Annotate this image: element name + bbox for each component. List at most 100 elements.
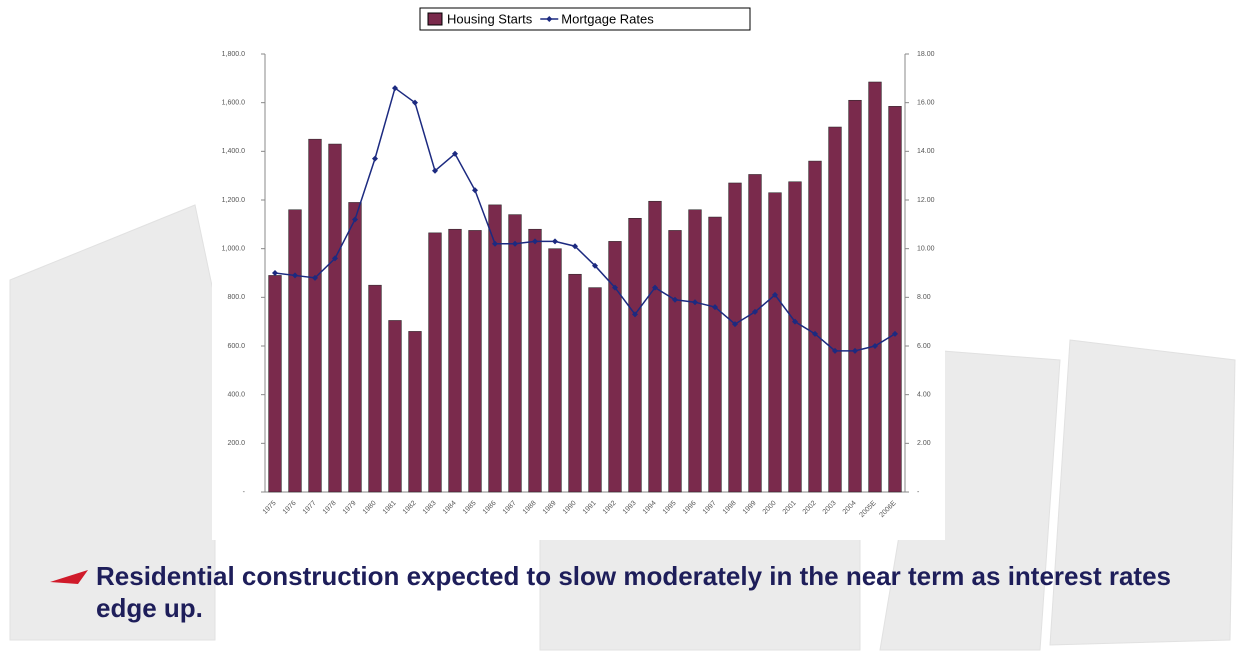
y2-tick-label: 12.00 — [917, 197, 935, 204]
x-tick-label: 2003 — [822, 500, 838, 516]
bar — [328, 143, 342, 493]
bar — [588, 287, 602, 493]
x-tick-label: 1998 — [722, 500, 738, 516]
y-tick-label: 800.0 — [227, 294, 245, 301]
x-tick-label: 1992 — [602, 500, 618, 516]
x-tick-label: 1989 — [542, 500, 558, 516]
bar — [568, 273, 582, 493]
x-tick-label: 1985 — [462, 500, 478, 516]
x-tick-label: 1995 — [662, 500, 678, 516]
y2-tick-label: 4.00 — [917, 392, 931, 399]
bar — [468, 230, 482, 493]
point — [412, 99, 418, 106]
chart: - 200.0 400.0 600.0 800.0 1,000.0 1,200.0 1,400… — [222, 7, 935, 519]
y2-tick-label: 2.00 — [917, 440, 931, 447]
point — [452, 150, 458, 157]
y-tick-label: 400.0 — [227, 392, 245, 399]
x-tick-label: 1994 — [642, 500, 658, 516]
bar — [508, 214, 522, 493]
point — [772, 291, 778, 298]
x-tick-label: 1991 — [582, 500, 598, 516]
point — [572, 243, 578, 250]
y-tick-label: 1,600.0 — [222, 100, 245, 107]
bullet-text: Residential construction expected to slo… — [96, 561, 1171, 623]
point — [712, 304, 718, 311]
point — [872, 343, 878, 349]
x-tick-label: 1990 — [562, 500, 578, 516]
y2-tick-label: 10.00 — [917, 246, 935, 253]
line — [274, 86, 896, 352]
point — [392, 85, 398, 92]
point — [292, 272, 298, 279]
x-tick-label: 1975 — [262, 500, 278, 516]
bar — [308, 138, 322, 493]
bar — [348, 202, 362, 493]
x-tick-label: 1977 — [302, 500, 318, 516]
point — [672, 296, 678, 303]
x-tick-label: 2000 — [762, 500, 778, 516]
x-tick-label: 1996 — [682, 500, 698, 516]
point — [892, 330, 898, 337]
bar — [708, 216, 722, 493]
point — [512, 240, 518, 247]
x-tick-label: 2005E — [858, 500, 877, 519]
bullet-arrow — [50, 570, 88, 584]
point — [592, 262, 598, 269]
point — [332, 255, 338, 262]
point — [812, 330, 818, 337]
y-tick-label: - — [243, 489, 246, 496]
y-tick-label: 1,200.0 — [222, 197, 245, 204]
point — [532, 238, 538, 245]
point — [752, 308, 758, 315]
point — [612, 284, 618, 291]
bar — [388, 320, 402, 493]
bar — [868, 81, 882, 493]
bar — [668, 230, 682, 493]
x-tick-label: 1983 — [422, 500, 438, 516]
bar — [788, 181, 802, 493]
y2-tick-label: 14.00 — [917, 148, 935, 155]
x-tick-label: 1988 — [522, 500, 538, 516]
point — [792, 318, 798, 325]
x-tick-label: 1997 — [702, 500, 718, 516]
point — [852, 347, 858, 354]
legend-box — [419, 7, 751, 31]
y2-tick-label: 18.00 — [917, 51, 935, 58]
x-tick-label: 2006E — [878, 500, 897, 519]
x-tick-label: 2004 — [842, 500, 858, 516]
bar — [268, 275, 282, 493]
point — [312, 274, 318, 281]
bar — [688, 209, 702, 493]
bar — [548, 248, 562, 493]
point — [432, 167, 438, 174]
y2-tick-label: - — [917, 489, 920, 496]
bar — [768, 192, 782, 493]
bar — [848, 99, 862, 493]
bar — [648, 200, 662, 493]
y-tick-label: 1,800.0 — [222, 51, 245, 58]
point — [652, 284, 658, 291]
x-tick-label: 2002 — [802, 500, 818, 516]
point — [352, 216, 358, 223]
bar — [728, 182, 742, 493]
x-tick-label: 1976 — [282, 500, 298, 516]
y2-tick-label: 16.00 — [917, 100, 935, 107]
point — [272, 270, 278, 276]
legend-marker — [546, 16, 553, 22]
bar — [748, 174, 762, 493]
x-tick-label: 1987 — [502, 500, 518, 516]
point — [492, 240, 498, 247]
legend-swatch — [427, 12, 443, 26]
bar — [888, 106, 902, 493]
bar — [808, 160, 822, 493]
bar — [408, 331, 422, 493]
point — [732, 321, 738, 328]
bar — [368, 284, 382, 493]
y-tick-label: 600.0 — [227, 343, 245, 350]
point — [632, 311, 638, 318]
point — [372, 155, 378, 162]
point — [552, 238, 558, 245]
x-tick-label: 1982 — [402, 500, 418, 516]
bar — [288, 209, 302, 493]
